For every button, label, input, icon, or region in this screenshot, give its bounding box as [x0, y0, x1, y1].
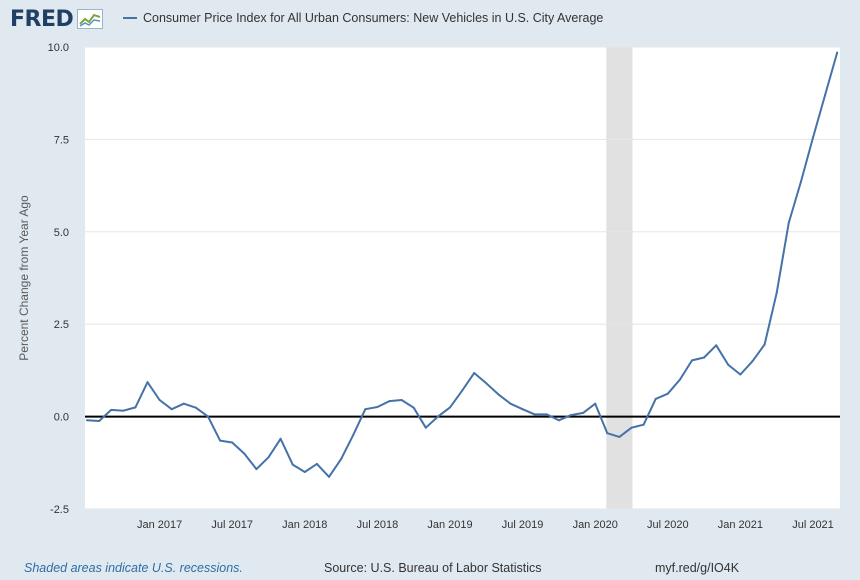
data-point — [340, 458, 343, 461]
plot-area — [85, 47, 840, 509]
data-point — [352, 434, 355, 437]
data-point — [473, 371, 476, 374]
data-point — [364, 408, 367, 411]
legend-label: Consumer Price Index for All Urban Consu… — [143, 11, 604, 25]
y-tick-label: -2.5 — [50, 504, 69, 516]
data-point — [594, 402, 597, 405]
data-point — [570, 414, 572, 417]
data-point — [775, 291, 778, 294]
data-point — [557, 419, 560, 422]
data-point — [182, 402, 185, 405]
y-tick-label: 7.5 — [54, 134, 69, 146]
data-point — [194, 406, 197, 409]
x-tick-label: Jan 2018 — [282, 519, 327, 531]
x-tick-label: Jul 2021 — [792, 519, 834, 531]
data-point — [158, 398, 161, 401]
data-point — [533, 413, 536, 416]
data-point — [485, 382, 488, 385]
data-point — [424, 426, 427, 429]
data-point — [267, 456, 270, 459]
x-tick-label: Jan 2017 — [137, 519, 182, 531]
x-tick-label: Jul 2017 — [211, 519, 253, 531]
y-tick-label: 0.0 — [54, 412, 69, 424]
data-point — [315, 462, 318, 465]
data-point — [436, 415, 439, 418]
recession-note: Shaded areas indicate U.S. recessions. — [24, 561, 243, 575]
data-point — [812, 136, 814, 139]
fred-logo[interactable]: FRED — [10, 6, 104, 32]
recession-band — [606, 47, 633, 509]
y-tick-label: 10.0 — [48, 42, 69, 54]
data-point — [703, 356, 706, 359]
data-point — [642, 423, 645, 426]
y-tick-label: 5.0 — [54, 227, 69, 239]
line-chart: -2.5 0.0 2.5 5.0 7.5 10.0 Jan 2017 Jul 2017 Jan… — [48, 42, 840, 531]
data-point — [122, 409, 125, 412]
data-point — [134, 406, 137, 409]
data-point — [412, 406, 415, 409]
x-tick-label: Jan 2020 — [573, 519, 618, 531]
data-point — [787, 221, 790, 224]
y-tick-label: 2.5 — [54, 319, 69, 331]
data-point — [231, 441, 234, 444]
data-point — [207, 415, 209, 418]
line-chart-icon — [77, 9, 104, 29]
data-point — [727, 363, 730, 366]
data-point — [219, 439, 222, 442]
short-url-link[interactable]: myf.red/g/IO4K — [655, 561, 740, 575]
data-point — [836, 51, 839, 54]
data-point — [279, 437, 282, 440]
data-point — [678, 378, 681, 381]
data-point — [98, 420, 101, 423]
data-point — [654, 397, 657, 400]
data-point — [376, 405, 379, 408]
data-point — [824, 94, 827, 97]
data-point — [497, 393, 500, 396]
data-point — [328, 475, 330, 478]
data-point — [582, 411, 585, 414]
data-point — [509, 402, 512, 405]
data-point — [388, 400, 391, 403]
x-tick-label: Jul 2019 — [502, 519, 544, 531]
data-point — [86, 419, 88, 422]
data-point — [146, 381, 149, 384]
data-point — [110, 408, 113, 411]
legend-swatch — [123, 17, 137, 19]
data-point — [400, 398, 403, 401]
data-point — [521, 408, 524, 411]
data-point — [691, 359, 693, 362]
chart-legend[interactable]: Consumer Price Index for All Urban Consu… — [123, 11, 603, 25]
fred-logo-text: FRED — [10, 6, 74, 32]
data-point — [618, 435, 621, 438]
data-point — [170, 408, 173, 411]
data-point — [666, 392, 669, 395]
data-point — [630, 426, 633, 429]
data-point — [545, 413, 548, 416]
data-point — [449, 406, 451, 409]
source-text: Source: U.S. Bureau of Labor Statistics — [324, 561, 542, 575]
data-point — [291, 463, 294, 466]
data-point — [255, 468, 258, 471]
data-point — [606, 432, 609, 435]
data-point — [763, 343, 766, 346]
data-point — [243, 452, 246, 455]
data-point — [303, 471, 306, 474]
data-point — [799, 180, 802, 183]
data-point — [461, 389, 464, 392]
data-point — [715, 344, 718, 347]
x-tick-label: Jan 2021 — [718, 519, 763, 531]
x-tick-label: Jul 2018 — [357, 519, 399, 531]
x-tick-label: Jul 2020 — [647, 519, 689, 531]
data-point — [739, 373, 742, 376]
x-tick-label: Jan 2019 — [427, 519, 472, 531]
data-point — [751, 360, 754, 363]
